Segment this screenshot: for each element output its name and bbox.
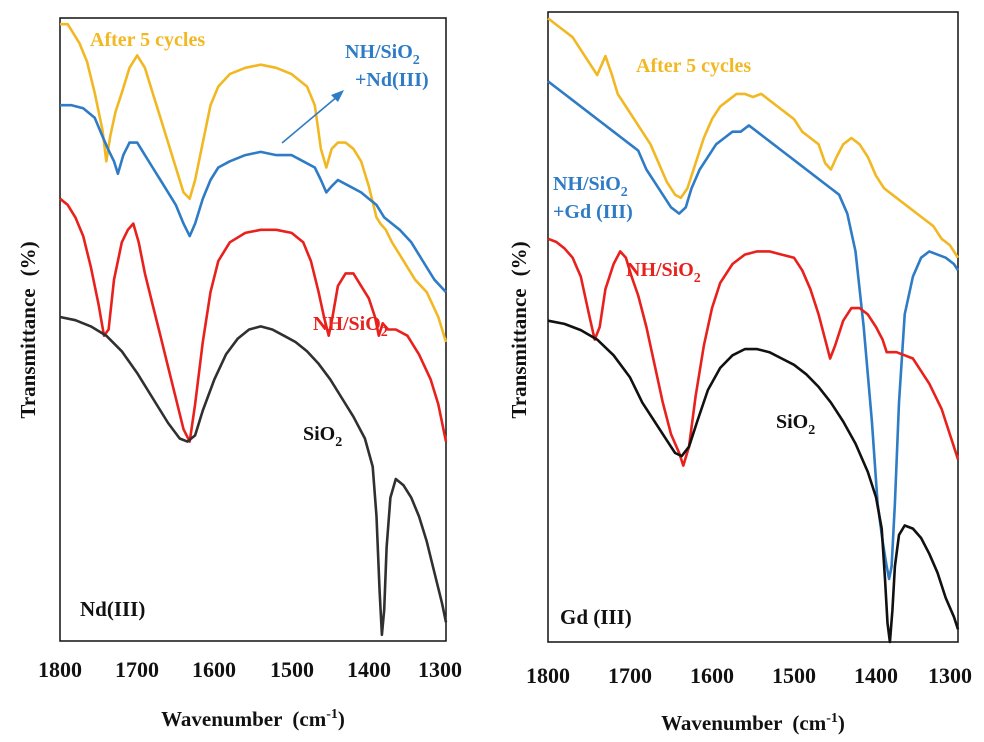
- right-series-line-2: [547, 237, 960, 467]
- right-sio2-label: SiO2: [776, 411, 815, 438]
- right-panel: 1800 1700 1600 1500 1400 1300 Wavenumber…: [507, 11, 972, 735]
- left-x-tick-label: 1400: [347, 657, 391, 682]
- right-complex-label-line2: +Gd (III): [553, 201, 633, 223]
- right-x-tick-label: 1800: [526, 663, 570, 688]
- right-x-tick-label: 1500: [772, 663, 816, 688]
- right-x-tick-label: 1300: [928, 663, 972, 688]
- right-series-line-3: [547, 319, 960, 644]
- right-series-group: [547, 17, 960, 644]
- left-x-axis-title: Wavenumber (cm-1): [161, 707, 345, 731]
- right-x-tick-labels: 1800 1700 1600 1500 1400 1300: [526, 663, 972, 688]
- left-series-line-2: [59, 197, 448, 443]
- left-x-tick-label: 1700: [115, 657, 159, 682]
- left-complex-label-line2: +Nd(III): [355, 69, 429, 91]
- right-series-line-0: [547, 17, 960, 259]
- left-x-tick-labels: 1800 1700 1600 1500 1400 1300: [38, 657, 462, 682]
- right-y-axis-title: Transmittance(%): [507, 241, 531, 418]
- left-x-tick-label: 1800: [38, 657, 82, 682]
- left-y-axis-title: Transmittance(%): [16, 241, 40, 418]
- left-x-tick-label: 1500: [270, 657, 314, 682]
- left-x-tick-label: 1300: [418, 657, 462, 682]
- right-x-tick-label: 1400: [854, 663, 898, 688]
- left-nh-sio2-label: NH/SiO2: [313, 313, 388, 340]
- left-complex-arrow: [281, 90, 344, 144]
- right-panel-label: Gd (III): [560, 605, 632, 629]
- left-series-group: [59, 22, 448, 637]
- right-complex-label-line1: NH/SiO2: [553, 173, 628, 200]
- left-series-line-3: [59, 315, 448, 637]
- right-after-cycles-label: After 5 cycles: [636, 55, 751, 77]
- left-panel-label: Nd(III): [80, 597, 145, 621]
- right-series-line-1: [547, 80, 960, 581]
- left-x-tick-label: 1600: [192, 657, 236, 682]
- right-x-tick-label: 1600: [690, 663, 734, 688]
- right-nh-sio2-label: NH/SiO2: [626, 259, 701, 286]
- right-x-tick-label: 1700: [608, 663, 652, 688]
- left-sio2-label: SiO2: [303, 423, 342, 450]
- right-x-axis-title: Wavenumber (cm-1): [661, 711, 845, 735]
- left-plot-frame: [59, 17, 447, 642]
- right-plot-frame: [547, 11, 959, 643]
- left-series-line-1: [60, 103, 447, 293]
- left-after-cycles-label: After 5 cycles: [90, 29, 205, 51]
- left-complex-label-line1: NH/SiO2: [345, 41, 420, 68]
- left-series-line-0: [60, 22, 448, 343]
- left-panel: 1800 1700 1600 1500 1400 1300 Wavenumber…: [16, 17, 462, 731]
